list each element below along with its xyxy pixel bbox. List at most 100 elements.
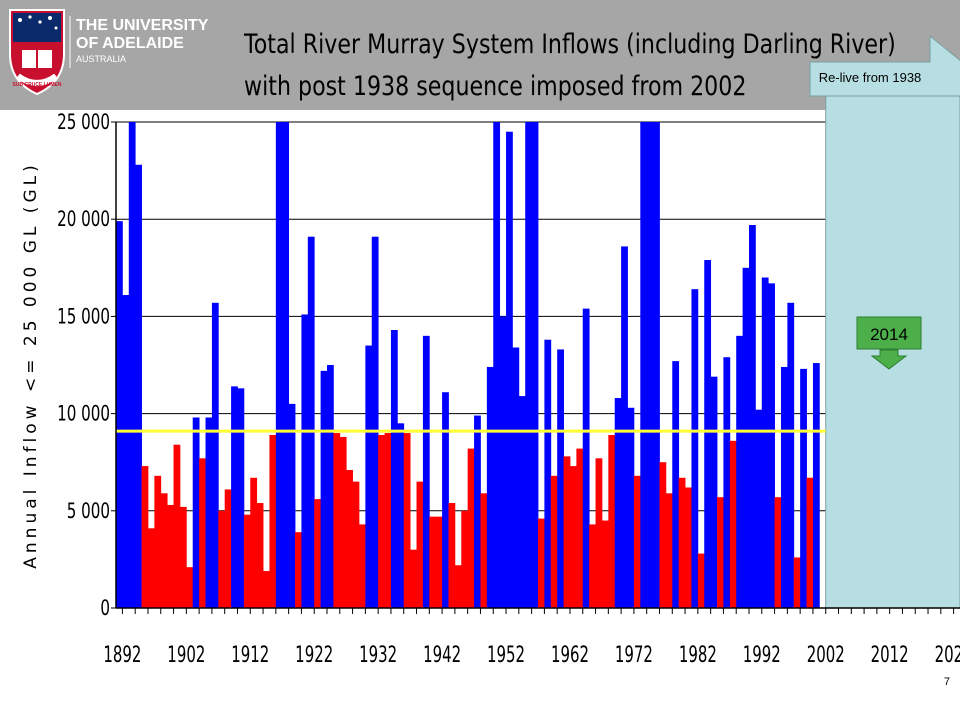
bar-1955 bbox=[525, 122, 533, 608]
bar-1935 bbox=[397, 423, 405, 608]
bar-1906 bbox=[211, 302, 219, 608]
y-axis-label: Annual Inflow <= 25 000 GL (GL) bbox=[21, 161, 41, 568]
bar-1990 bbox=[749, 225, 756, 609]
bar-1946 bbox=[467, 448, 475, 608]
bar-1921 bbox=[307, 236, 315, 609]
bar-1930 bbox=[365, 345, 373, 608]
y-tick-label: 5 000 bbox=[67, 499, 110, 523]
header-bar bbox=[0, 0, 960, 110]
relive-callout-arrow bbox=[809, 34, 960, 97]
bar-1901 bbox=[179, 506, 187, 608]
bar-1952 bbox=[506, 131, 513, 608]
bar-1984 bbox=[710, 376, 718, 608]
bar-1953 bbox=[512, 347, 520, 608]
y-tick-label: 15 000 bbox=[57, 305, 110, 329]
x-tick-label: 1972 bbox=[615, 643, 653, 668]
bar-1976 bbox=[659, 462, 667, 608]
x-tick-label: 1962 bbox=[551, 643, 589, 668]
bar-1923 bbox=[320, 370, 328, 608]
bar-1938 bbox=[416, 481, 424, 608]
bar-1987 bbox=[729, 440, 737, 608]
bar-1934 bbox=[390, 330, 398, 608]
bar-1959 bbox=[550, 475, 558, 608]
bar-1960 bbox=[557, 349, 564, 608]
bar-1986 bbox=[723, 357, 731, 608]
bar-1974 bbox=[646, 122, 654, 608]
bar-1925 bbox=[333, 433, 341, 608]
bar-1942 bbox=[442, 392, 449, 608]
marker-2014-label: 2014 bbox=[870, 325, 908, 344]
page-number: 7 bbox=[943, 676, 950, 688]
bar-1968 bbox=[608, 434, 616, 608]
bar-1966 bbox=[595, 458, 603, 608]
bar-1927 bbox=[346, 469, 353, 608]
x-tick-label: 1892 bbox=[103, 643, 141, 668]
bar-1954 bbox=[518, 396, 526, 608]
bar-1958 bbox=[544, 339, 552, 608]
bar-1910 bbox=[237, 388, 245, 608]
bar-1980 bbox=[685, 487, 692, 608]
bar-1939 bbox=[422, 335, 430, 608]
bar-1895 bbox=[141, 466, 149, 608]
x-tick-label: 1902 bbox=[167, 643, 205, 668]
chart-title-line-2: with post 1938 sequence imposed from 200… bbox=[244, 71, 747, 102]
y-tick-label: 25 000 bbox=[57, 111, 110, 135]
logo-line-3: AUSTRALIA bbox=[76, 54, 126, 64]
bar-1937 bbox=[410, 549, 417, 608]
bar-1933 bbox=[384, 433, 392, 608]
bar-1928 bbox=[352, 481, 360, 608]
bar-1908 bbox=[224, 489, 232, 608]
bar-1922 bbox=[314, 499, 322, 608]
bar-1996 bbox=[787, 302, 795, 608]
logo-line-1: THE UNIVERSITY bbox=[76, 17, 209, 34]
bar-1951 bbox=[499, 316, 507, 608]
bar-1912 bbox=[250, 477, 258, 608]
bar-1957 bbox=[538, 518, 545, 608]
bar-1909 bbox=[231, 386, 238, 608]
bar-1898 bbox=[160, 493, 168, 608]
bar-1950 bbox=[493, 122, 501, 608]
bar-1962 bbox=[569, 466, 577, 608]
bar-1916 bbox=[275, 122, 283, 608]
bar-1978 bbox=[672, 361, 680, 608]
bar-1995 bbox=[780, 366, 788, 608]
bar-1936 bbox=[403, 433, 411, 608]
bar-1977 bbox=[665, 493, 673, 608]
bar-1897 bbox=[154, 475, 162, 608]
bar-1994 bbox=[774, 497, 782, 608]
bar-1998 bbox=[800, 368, 807, 608]
bar-1972 bbox=[633, 475, 641, 608]
x-tick-label: 1912 bbox=[231, 643, 269, 668]
bar-1941 bbox=[435, 516, 443, 608]
marker-2014-box bbox=[856, 316, 922, 350]
bar-1982 bbox=[697, 553, 705, 608]
bar-1926 bbox=[339, 436, 347, 608]
marker-2014-arrow-icon bbox=[870, 349, 908, 370]
bar-1969 bbox=[614, 398, 622, 608]
x-tick-label: 1982 bbox=[679, 643, 717, 668]
bar-1917 bbox=[282, 122, 290, 608]
relive-callout-label: Re-live from 1938 bbox=[819, 70, 922, 85]
bar-1891 bbox=[116, 221, 123, 609]
bar-1911 bbox=[243, 514, 251, 608]
x-tick-label: 2002 bbox=[807, 643, 845, 668]
bar-1896 bbox=[147, 528, 155, 608]
bar-1943 bbox=[448, 503, 456, 608]
bar-1929 bbox=[358, 524, 366, 608]
bar-1971 bbox=[627, 407, 635, 608]
bar-1964 bbox=[582, 308, 590, 608]
bar-1944 bbox=[454, 565, 462, 608]
bar-1999 bbox=[806, 477, 814, 608]
bar-1949 bbox=[486, 366, 494, 608]
bar-1985 bbox=[717, 497, 724, 608]
bar-1902 bbox=[186, 567, 194, 608]
x-tick-label: 2022 bbox=[935, 643, 960, 668]
bar-1997 bbox=[793, 557, 801, 608]
bar-1947 bbox=[474, 415, 481, 608]
bar-1965 bbox=[589, 524, 596, 608]
bar-1975 bbox=[653, 122, 660, 608]
bar-2000 bbox=[812, 363, 820, 608]
logo-motto: SUB CRUCE LUMEN bbox=[13, 82, 62, 88]
